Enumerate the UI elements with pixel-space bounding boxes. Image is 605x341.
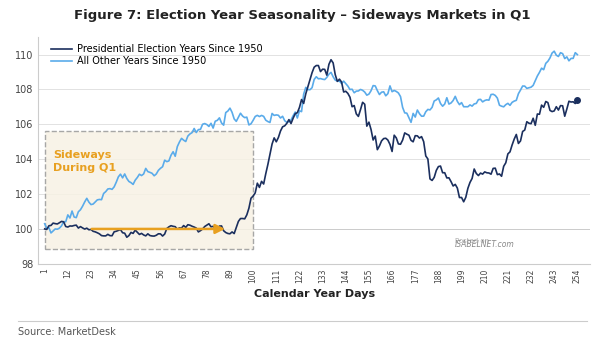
All Other Years Since 1950 <box>180 138 188 142</box>
Presidential Election Years Since 1950 <box>245 206 252 210</box>
Presidential Election Years Since 1950 <box>403 132 410 136</box>
All Other Years Since 1950 <box>401 111 408 115</box>
Presidential Election Years Since 1950 <box>180 223 188 227</box>
Presidential Election Years Since 1950 <box>315 63 322 68</box>
Text: ISABELNET.com: ISABELNET.com <box>455 240 515 249</box>
All Other Years Since 1950 <box>41 222 48 226</box>
All Other Years Since 1950 <box>574 53 581 57</box>
Text: Sideways
During Q1: Sideways During Q1 <box>53 150 116 173</box>
All Other Years Since 1950 <box>47 231 54 235</box>
Text: Posted on: Posted on <box>455 238 489 244</box>
All Other Years Since 1950 <box>315 77 322 81</box>
Presidential Election Years Since 1950 <box>327 58 335 62</box>
Line: All Other Years Since 1950: All Other Years Since 1950 <box>45 51 577 233</box>
FancyBboxPatch shape <box>45 131 253 249</box>
All Other Years Since 1950 <box>551 49 558 53</box>
Legend: Presidential Election Years Since 1950, All Other Years Since 1950: Presidential Election Years Since 1950, … <box>49 42 264 68</box>
Line: Presidential Election Years Since 1950: Presidential Election Years Since 1950 <box>45 60 577 237</box>
Presidential Election Years Since 1950 <box>264 162 272 166</box>
Text: Source: MarketDesk: Source: MarketDesk <box>18 327 116 337</box>
X-axis label: Calendar Year Days: Calendar Year Days <box>253 289 374 299</box>
All Other Years Since 1950 <box>264 119 272 123</box>
Text: Figure 7: Election Year Seasonality – Sideways Markets in Q1: Figure 7: Election Year Seasonality – Si… <box>74 9 531 21</box>
Presidential Election Years Since 1950 <box>41 227 48 231</box>
All Other Years Since 1950 <box>229 110 236 114</box>
Presidential Election Years Since 1950 <box>123 235 131 239</box>
Presidential Election Years Since 1950 <box>229 230 236 234</box>
All Other Years Since 1950 <box>245 123 252 127</box>
Presidential Election Years Since 1950 <box>574 98 581 102</box>
